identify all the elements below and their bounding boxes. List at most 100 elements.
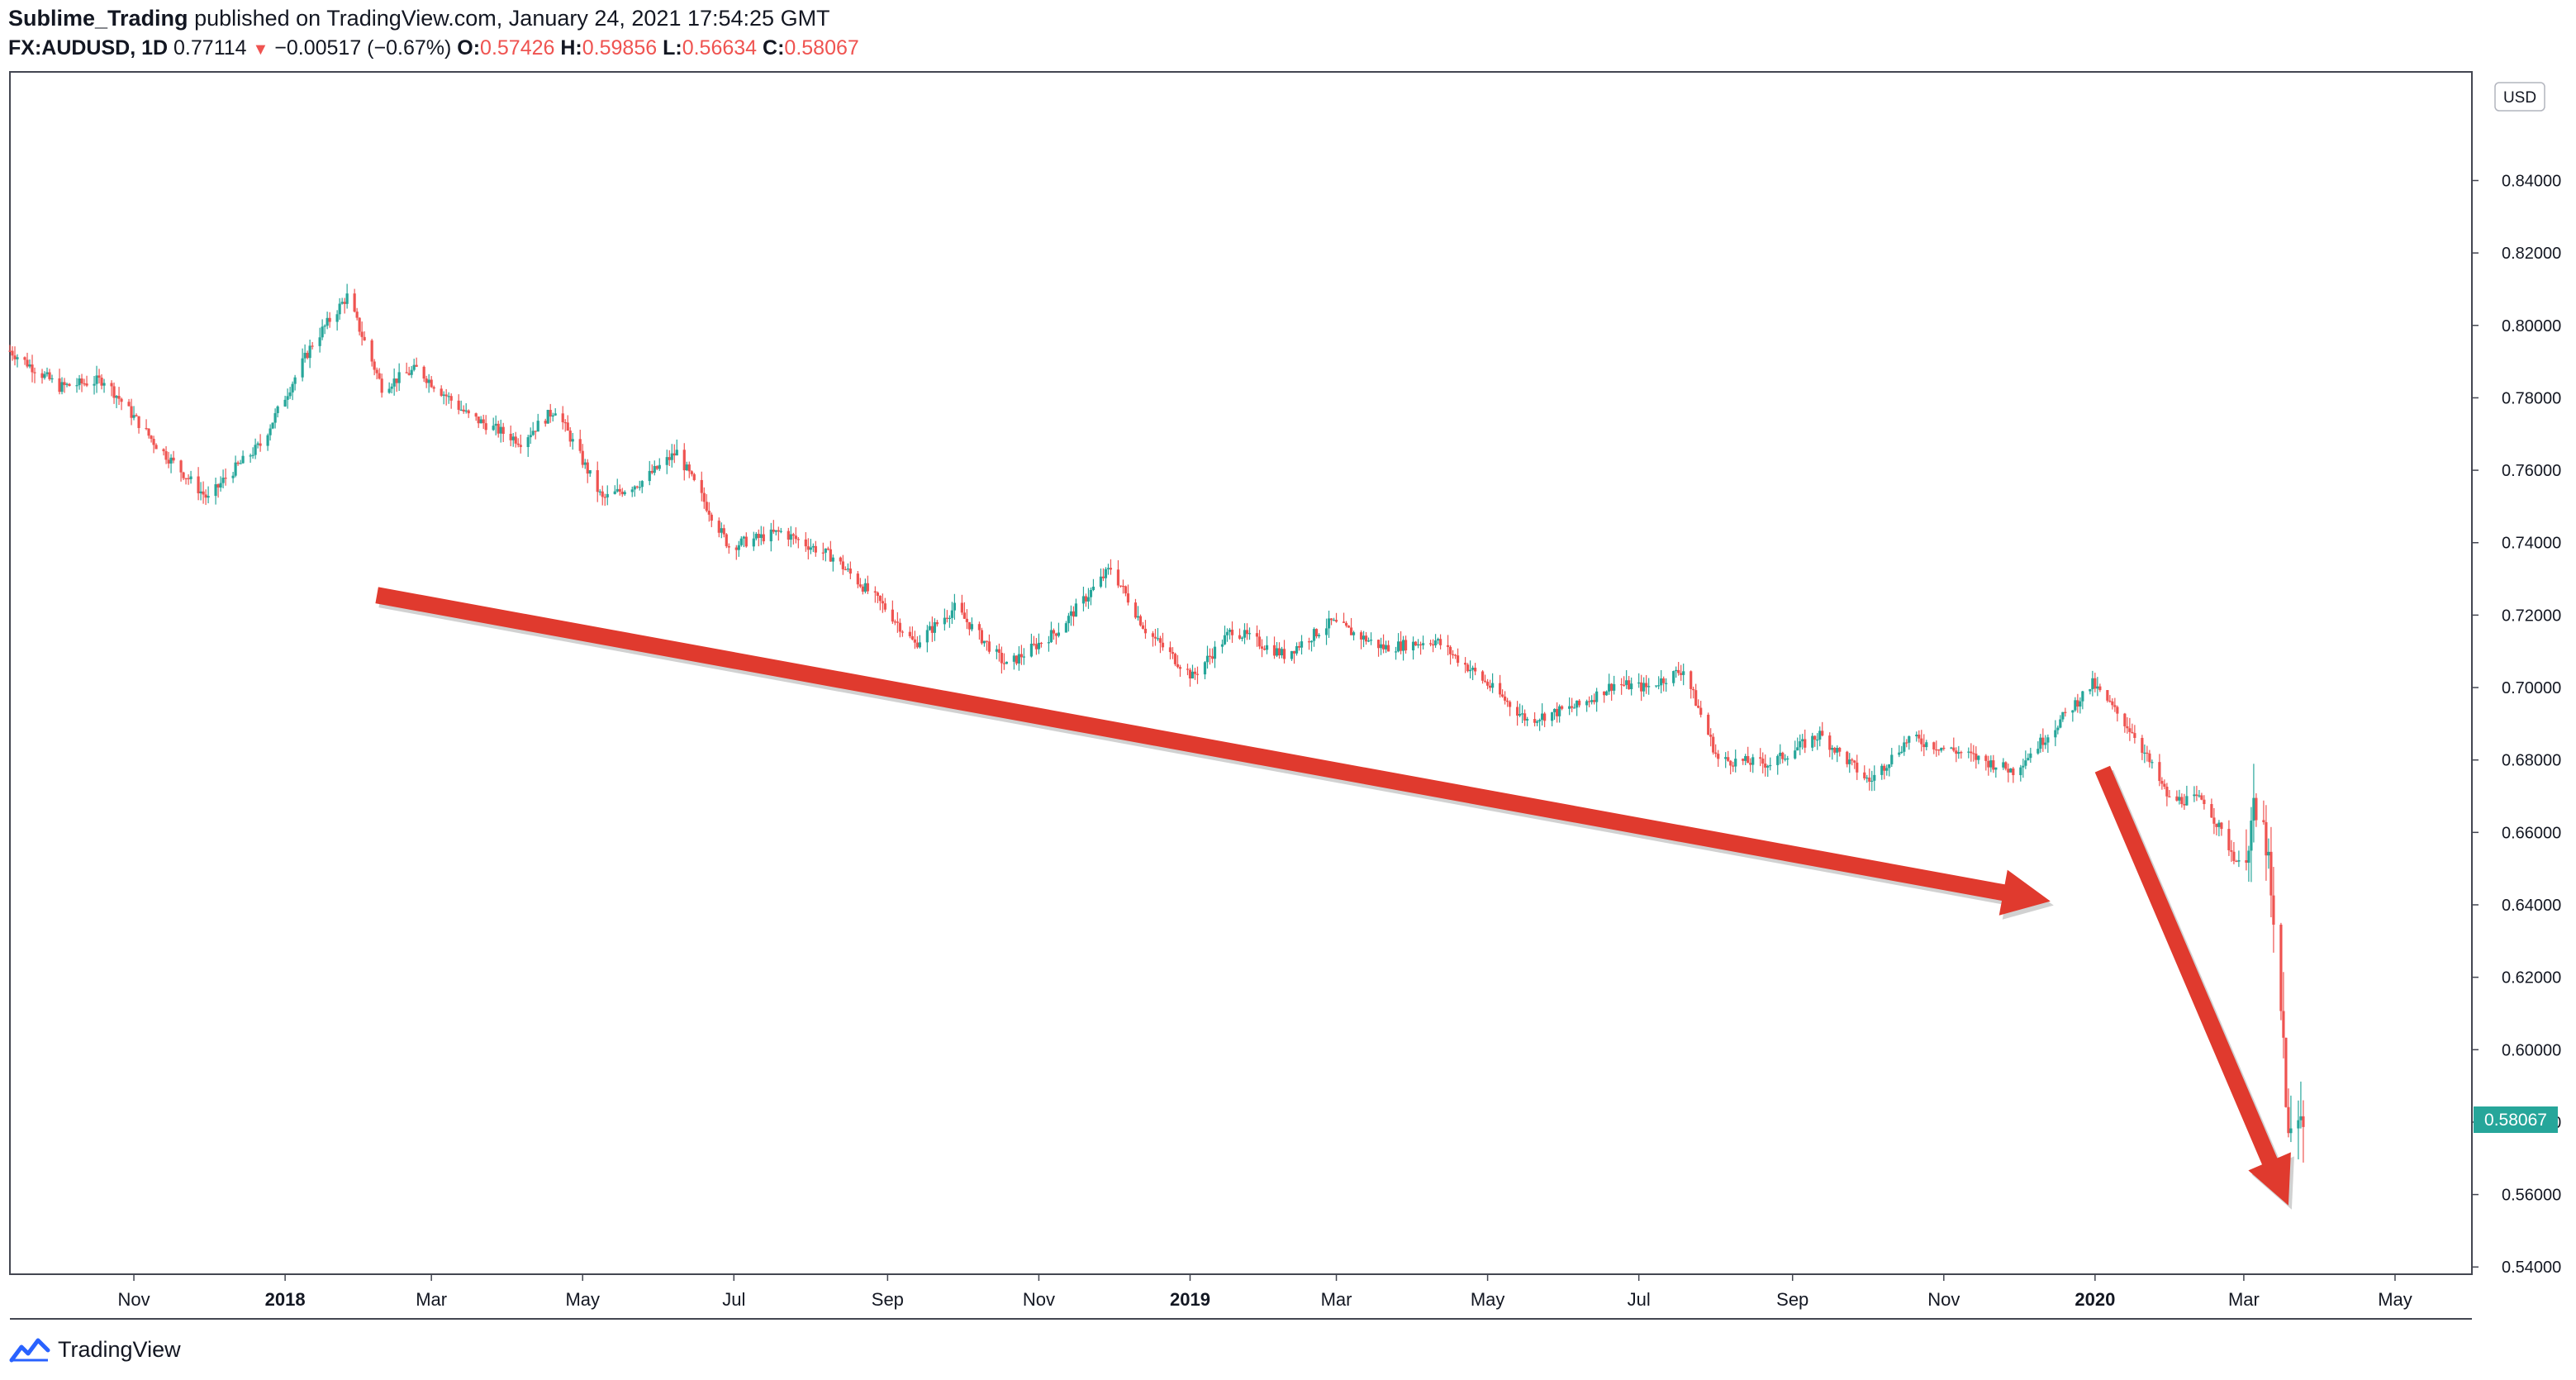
candle-body	[127, 402, 131, 407]
candle-body	[1761, 759, 1765, 764]
candle-body	[1205, 655, 1210, 663]
candle-body	[2091, 678, 2094, 690]
candle-body	[893, 621, 896, 623]
tradingview-logo-icon[interactable]	[8, 1335, 51, 1363]
candle-body	[1796, 747, 1799, 751]
candle-body	[1396, 641, 1400, 652]
candle-body	[1759, 757, 1762, 759]
candle-body	[197, 476, 200, 493]
candle-body	[1724, 757, 1728, 759]
candle-body	[1213, 646, 1217, 659]
candle-body	[207, 496, 210, 498]
price-tick-label: 0.54000	[2502, 1259, 2561, 1277]
last-price-badge-box	[2474, 1106, 2558, 1133]
time-tick-label: Sep	[1776, 1289, 1808, 1310]
plot-area[interactable]	[9, 71, 2473, 1275]
candle-body	[360, 331, 364, 337]
candle-body	[2126, 726, 2129, 729]
candle-body	[787, 531, 790, 540]
candle-body	[806, 546, 810, 550]
candle-body	[1143, 628, 1148, 634]
candle-body	[1312, 629, 1316, 641]
time-tick-label: Nov	[1927, 1289, 1960, 1310]
price-tick-label: 0.72000	[2502, 607, 2561, 625]
candle-body	[2004, 762, 2008, 769]
candle-body	[2146, 752, 2149, 754]
price-tick-label: 0.64000	[2502, 897, 2561, 915]
candle-body	[2289, 1128, 2293, 1134]
candle-body	[1054, 633, 1058, 636]
candle-body	[1833, 748, 1837, 753]
candle-body	[794, 535, 797, 540]
candle-body	[705, 502, 708, 511]
time-tick-label: Sep	[872, 1289, 904, 1310]
candle-body	[378, 373, 381, 379]
candle-body	[464, 410, 468, 412]
candle-body	[1317, 635, 1321, 637]
candle-body	[640, 481, 644, 488]
candle-body	[1915, 735, 1918, 737]
candle-body	[2037, 749, 2040, 754]
candle-body	[1937, 749, 1941, 751]
candle-body	[1967, 751, 1970, 753]
candle-body	[1446, 645, 1450, 647]
candle-body	[1905, 742, 1908, 744]
candle-body	[536, 421, 539, 432]
candle-body	[811, 545, 815, 548]
candle-body	[2131, 731, 2134, 734]
candle-body	[1883, 765, 1886, 771]
candle-body	[1463, 663, 1467, 665]
candle-body	[1605, 691, 1609, 696]
candle-body	[1526, 719, 1529, 721]
candle-body	[1119, 585, 1123, 587]
candle-body	[814, 545, 817, 553]
candle-body	[283, 399, 287, 407]
candle-body	[856, 573, 859, 585]
candle-body	[80, 378, 83, 383]
candle-body	[1099, 576, 1103, 587]
candle-body	[772, 529, 775, 532]
candle-body	[308, 345, 311, 359]
candle-body	[1332, 620, 1336, 621]
tradingview-brand[interactable]: TradingView	[58, 1336, 181, 1362]
candle-body	[2106, 690, 2109, 701]
candle-body	[1451, 654, 1455, 655]
candle-body	[1225, 631, 1229, 635]
candle-body	[744, 536, 748, 547]
candle-body	[650, 470, 654, 473]
candle-body	[1015, 655, 1019, 664]
candle-body	[2046, 737, 2050, 743]
last-price-badge: 0.58067	[2474, 1106, 2558, 1133]
candle-body	[311, 345, 314, 347]
candle-body	[182, 472, 185, 478]
candle-body	[1483, 680, 1487, 683]
candle-body	[606, 493, 609, 497]
candle-body	[1571, 706, 1574, 708]
candle-body	[1801, 739, 1804, 742]
candle-body	[184, 478, 188, 479]
candle-body	[13, 355, 17, 359]
candle-body	[1960, 752, 1963, 754]
trend-arrow	[375, 587, 2051, 916]
time-tick-label: Nov	[117, 1289, 150, 1310]
currency-badge[interactable]: USD	[2494, 82, 2545, 112]
candle-body	[269, 428, 272, 435]
candle-body	[83, 383, 86, 385]
candle-body	[2076, 700, 2079, 707]
candle-body	[1049, 630, 1053, 643]
low-label: L:	[663, 36, 682, 59]
candle-body	[863, 583, 867, 592]
candle-body	[234, 462, 237, 476]
candle-body	[58, 378, 61, 393]
candle-body	[2287, 1106, 2290, 1134]
candle-body	[1039, 642, 1043, 645]
candle-body	[1975, 753, 1978, 760]
time-tick-label: 2019	[1170, 1289, 1210, 1310]
time-axis[interactable]: Nov 2018 Mar May Jul Sep Nov 2019 Mar May Jul Sep No…	[117, 1274, 2412, 1310]
author-name[interactable]: Sublime_Trading	[8, 6, 188, 31]
candle-body	[2200, 795, 2203, 800]
candle-body	[1121, 585, 1125, 588]
candle-body	[189, 476, 192, 479]
candle-body	[546, 410, 549, 424]
